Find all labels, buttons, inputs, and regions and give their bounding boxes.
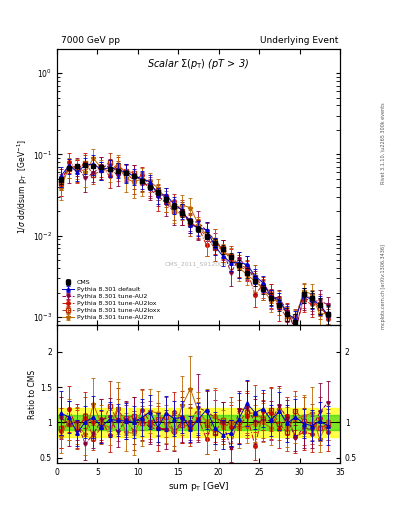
- Bar: [57, 409, 340, 437]
- Bar: [57, 415, 340, 430]
- Text: Scalar $\Sigma(p_{\rm T})$ (pT > 3): Scalar $\Sigma(p_{\rm T})$ (pT > 3): [147, 57, 250, 71]
- Legend: CMS, Pythia 8.301 default, Pythia 8.301 tune-AU2, Pythia 8.301 tune-AU2lox, Pyth: CMS, Pythia 8.301 default, Pythia 8.301 …: [60, 278, 162, 322]
- Text: 7000 GeV pp: 7000 GeV pp: [61, 36, 120, 45]
- Text: Underlying Event: Underlying Event: [261, 36, 339, 45]
- Y-axis label: Ratio to CMS: Ratio to CMS: [28, 370, 37, 419]
- Text: CMS_2011_S9120041: CMS_2011_S9120041: [165, 262, 232, 267]
- Text: Rivet 3.1.10, \u2265 300k events: Rivet 3.1.10, \u2265 300k events: [381, 102, 386, 184]
- Text: mcplots.cern.ch [arXiv:1306.3436]: mcplots.cern.ch [arXiv:1306.3436]: [381, 244, 386, 329]
- X-axis label: sum p$_{\rm T}$ [GeV]: sum p$_{\rm T}$ [GeV]: [168, 480, 229, 493]
- Y-axis label: 1/$\sigma$ d$\sigma$/dsum p$_{\rm T}$  [GeV$^{-1}$]: 1/$\sigma$ d$\sigma$/dsum p$_{\rm T}$ [G…: [16, 139, 30, 234]
